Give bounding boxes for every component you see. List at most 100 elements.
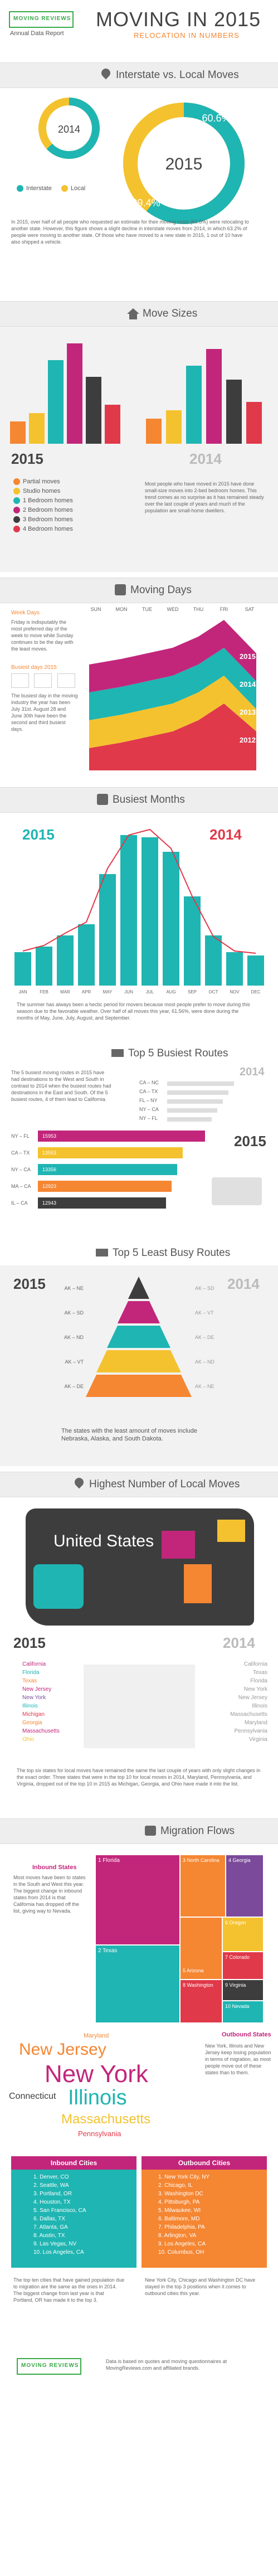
least-label-2015: AK – VT [65,1359,84,1365]
busiest-routes-section: The 5 busiest moving routes in 2015 have… [0,1066,278,1238]
map-pin-icon [72,1476,86,1489]
tile-washington: 8 Washington [181,1980,222,2022]
month-bar [163,852,179,986]
state-item: New Jersey [238,1695,267,1701]
2bed-dot [13,507,20,514]
least-label-2015: AK – NE [64,1285,84,1291]
month-label: NOV [230,989,240,994]
route-2014-bar [167,1108,217,1113]
weekdays-label: Week Days [11,610,40,616]
area-2013 [89,676,256,748]
calendar-tile-icon [11,673,29,688]
state-item: Pennsylvania [234,1728,267,1734]
state-item: Virginia [248,1736,267,1743]
legend-label: 3 Bedroom homes [23,516,73,523]
least-busy-pyramid: AK – NE AK – SD AK – ND AK – VT AK – DE … [64,1277,215,1397]
route-bar [38,1181,172,1192]
pct-interstate-label: 60.6% [202,113,230,124]
city-item: 10. Columbus, OH [158,2249,204,2255]
local-year-2015: 2015 [13,1634,46,1651]
map-region-teal [33,1564,84,1609]
month-label: MAY [103,989,113,994]
legend-label: Studio homes [23,488,61,494]
local-moves-header: Highest Number of Local Moves [0,1472,278,1497]
least-busy-title: Top 5 Least Busy Routes [113,1247,231,1259]
inbound-states-note: Most moves have been to states in the So… [13,1875,86,1914]
month-bar [142,837,158,986]
busiest-months-section: 2015 2014 JAN FEB MAR APR MAY JUN JUL AU… [0,813,278,1036]
least-label-2014: AK – SD [195,1285,214,1291]
series-label-2015: 2015 [240,652,256,661]
least-label-2015: AK – DE [64,1384,84,1389]
bar-2015-4bed [105,405,120,444]
city-item: 4. Houston, TX [33,2199,71,2205]
legend-label: Partial moves [23,478,60,485]
tile-texas: 2 Texas [96,1946,179,2022]
year-2014-label: 2014 [58,124,80,135]
legend-label: 4 Bedroom homes [23,526,73,532]
state-item: Massachusetts [22,1728,60,1734]
least-label-2014: AK – NE [195,1384,214,1389]
house-icon [127,308,139,314]
city-item: 5. Milwaukee, WI [158,2208,201,2214]
day-label: WED [167,607,179,612]
month-bar [99,874,116,986]
state-item: Texas [22,1678,37,1684]
route-value: 15953 [42,1133,57,1139]
local-city-illustration [84,1665,195,1748]
routes-2014-list: CA – NC CA – TX FL – NY NY – CA NY – FL [139,1079,159,1124]
tile-label: 5 Arizona [183,1968,204,1973]
tile-label: 1 Florida [98,1857,120,1864]
local-moves-note: The top six states for local moves have … [17,1768,261,1787]
month-label: JUN [124,989,133,994]
route-2014: NY – CA [139,1107,159,1112]
month-label: JAN [18,989,27,994]
route-value: 13356 [42,1167,57,1172]
route-label: IL – CA [11,1200,28,1206]
bars-2015 [10,338,127,444]
route-value: 12943 [42,1200,57,1206]
bar-2014-studio [166,410,182,444]
city-item: 2. Chicago, IL [158,2182,193,2189]
busiest-months-header: Busiest Months [0,787,278,813]
treemap: 1 Florida 2 Texas 3 North Carolina 4 Geo… [96,1855,263,2022]
month-bar [14,952,31,986]
outbound-state: Pennsylvania [78,2129,121,2138]
outbound-state: New York [45,2060,148,2088]
interstate-header: Interstate vs. Local Moves [0,62,278,88]
month-label: AUG [166,989,175,994]
route-2014: CA – NC [139,1080,159,1085]
outbound-state: Illinois [68,2086,127,2109]
city-item: 3. Portland, OR [33,2191,72,2197]
state-item: Massachusetts [230,1711,267,1718]
migration-title: Migration Flows [160,1825,235,1837]
least-busy-section: 2015 2014 AK – NE AK – SD AK – ND AK – V… [0,1265,278,1466]
outbound-cities-box: Outbound Cities 1. New York City, NY 2. … [142,2156,267,2268]
outbound-state: Massachusetts [61,2112,151,2127]
move-sizes-header: Move Sizes [0,301,278,327]
route-bar [38,1197,166,1209]
busiest-routes-header: Top 5 Busiest Routes [0,1041,278,1066]
day-label: THU [193,607,204,612]
route-value: 12923 [42,1183,57,1189]
series-label-2013: 2013 [240,708,256,716]
inbound-cities-box: Inbound Cities 1. Denver, CO 2. Seattle,… [11,2156,136,2268]
city-item: 4. Pittsburgh, PA [158,2199,200,2205]
routes-2014-bars [167,1081,234,1122]
route-label: NY – FL [11,1133,30,1139]
least-label-2014: AK – VT [195,1310,214,1316]
tile-virginia: 9 Virginia [223,1980,263,2000]
busiest-routes-title: Top 5 Busiest Routes [128,1047,228,1059]
truck-icon [111,1049,124,1057]
series-label-2012: 2012 [240,736,256,744]
route-label: NY – CA [11,1167,31,1172]
month-label: FEB [40,989,48,994]
1bed-dot [13,497,20,504]
moving-days-section: Week Days Friday is indisputably the mos… [0,603,278,782]
partial-dot [13,478,20,486]
routes-year-2014: 2014 [240,1066,265,1078]
route-2014-bar [167,1099,223,1104]
month-label: MAR [60,989,70,994]
local-moves-title: Highest Number of Local Moves [89,1478,240,1490]
